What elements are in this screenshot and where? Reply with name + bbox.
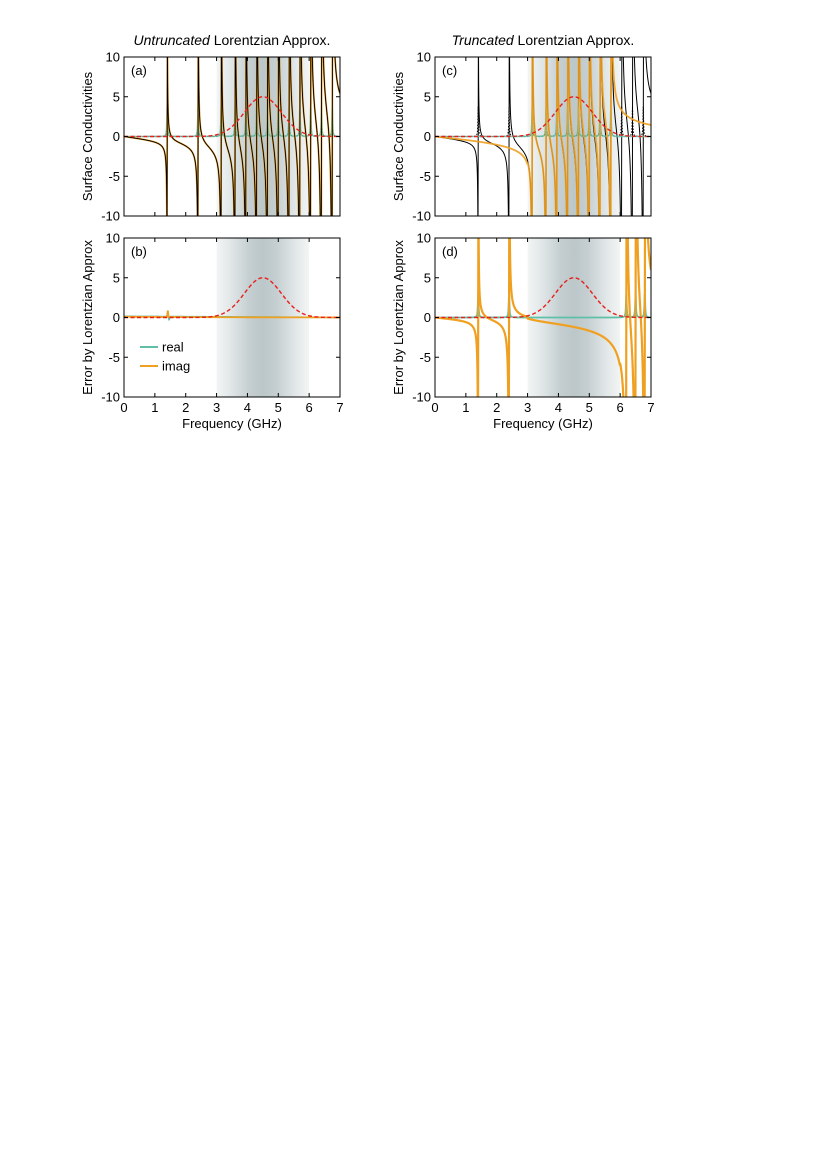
x-tick-label: 3	[524, 400, 531, 415]
x-tick-label: 1	[462, 400, 469, 415]
x-tick-label: 3	[213, 400, 220, 415]
x-tick-label: 0	[431, 400, 438, 415]
y-tick-label: -5	[419, 350, 431, 365]
x-tick-label: 0	[120, 400, 127, 415]
panel-label: (b)	[131, 244, 147, 259]
series-approx-imag	[435, 57, 651, 216]
y-tick-label: -10	[101, 390, 120, 405]
y-tick-label: 10	[106, 231, 120, 246]
series-pulse-spectrum	[435, 96, 651, 138]
series-pulse-spectrum	[124, 277, 340, 319]
panel-label: (c)	[442, 63, 457, 78]
legend: real imag	[140, 340, 190, 374]
y-tick-label: 5	[113, 89, 120, 104]
plot-area	[435, 57, 651, 216]
series-exact-imag-overlay	[124, 57, 340, 216]
y-tick-label: -5	[419, 169, 431, 184]
panel-c: -10 -5 0 5 10 (c)	[412, 50, 652, 224]
plot-area	[124, 57, 340, 216]
panel-b: 0 1 2 3 4 5 6 7 -10 -5 0 5 10 (b) real imag	[101, 231, 343, 416]
plot-area	[435, 238, 651, 397]
series-pulse-spectrum	[124, 96, 340, 138]
y-tick-label: 0	[113, 310, 120, 325]
ylabel-c: Surface Conductivities	[391, 71, 406, 201]
ylabel-b: Error by Lorentzian Approx	[80, 240, 95, 395]
x-tick-label: 2	[493, 400, 500, 415]
ylabel-d: Error by Lorentzian Approx	[391, 240, 406, 395]
legend-label: real	[162, 340, 184, 355]
y-tick-label: 0	[113, 129, 120, 144]
y-tick-label: 0	[424, 129, 431, 144]
x-tick-label: 6	[306, 400, 313, 415]
y-tick-label: -10	[101, 209, 120, 224]
ylabel-a: Surface Conductivities	[80, 71, 95, 201]
left-column-title: Untruncated Lorentzian Approx.	[134, 32, 331, 48]
x-tick-label: 6	[617, 400, 624, 415]
y-tick-label: -10	[412, 209, 431, 224]
legend-label: imag	[162, 359, 190, 374]
plot-area	[124, 238, 340, 397]
x-tick-label: 7	[336, 400, 343, 415]
series-pulse-spectrum	[435, 277, 651, 319]
xlabel-d: Frequency (GHz)	[493, 416, 593, 431]
y-tick-label: 10	[417, 50, 431, 65]
x-tick-label: 7	[647, 400, 654, 415]
y-tick-label: -5	[108, 169, 120, 184]
panel-a: -10 -5 0 5 10 (a)	[101, 50, 341, 224]
x-tick-label: 4	[244, 400, 251, 415]
panel-label: (d)	[442, 244, 458, 259]
series-error-imag	[435, 238, 651, 397]
xlabel-b: Frequency (GHz)	[182, 416, 282, 431]
y-tick-label: 10	[106, 50, 120, 65]
x-tick-label: 2	[182, 400, 189, 415]
x-tick-label: 4	[555, 400, 562, 415]
y-tick-label: 5	[113, 270, 120, 285]
y-tick-label: -5	[108, 350, 120, 365]
x-tick-label: 5	[586, 400, 593, 415]
panel-d: 0 1 2 3 4 5 6 7 -10 -5 0 5 10 (d)	[412, 231, 654, 416]
y-tick-label: 10	[417, 231, 431, 246]
x-tick-label: 5	[275, 400, 282, 415]
right-column-title: Truncated Lorentzian Approx.	[452, 32, 635, 48]
y-tick-label: 0	[424, 310, 431, 325]
y-tick-label: 5	[424, 270, 431, 285]
y-tick-label: 5	[424, 89, 431, 104]
y-tick-label: -10	[412, 390, 431, 405]
panel-label: (a)	[131, 63, 147, 78]
x-tick-label: 1	[151, 400, 158, 415]
